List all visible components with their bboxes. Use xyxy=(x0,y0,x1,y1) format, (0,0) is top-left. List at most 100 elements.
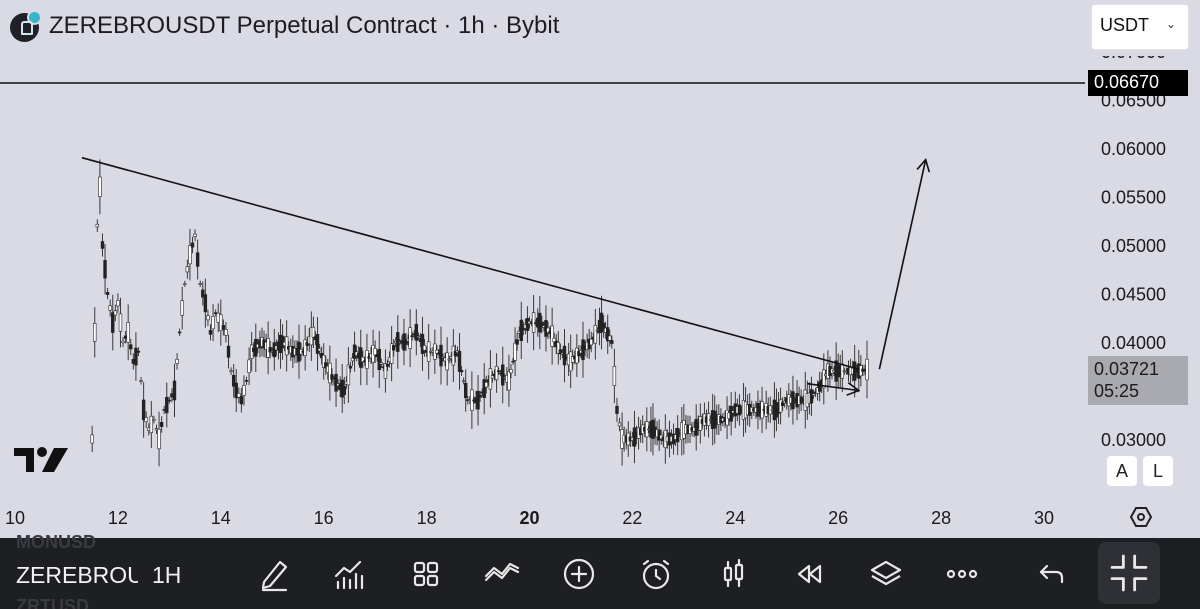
candle-body xyxy=(865,358,869,381)
candle-body xyxy=(606,327,610,342)
price-axis-label: 0.04000 xyxy=(1101,333,1166,353)
candle-body xyxy=(593,324,598,344)
candle-body xyxy=(496,370,501,373)
candle-body xyxy=(540,321,544,328)
candle-body xyxy=(420,333,425,354)
chart-settings-icon-center xyxy=(1137,513,1145,521)
candle-body xyxy=(589,338,593,346)
candle-body xyxy=(185,266,190,273)
candle-body xyxy=(558,349,563,355)
candle-body xyxy=(377,348,381,371)
candle-body xyxy=(239,396,244,405)
candle-body xyxy=(242,385,246,396)
time-axis-label: 18 xyxy=(417,508,437,528)
candle-body xyxy=(303,339,307,357)
candle-body xyxy=(177,331,182,334)
auto-scale-button[interactable]: A xyxy=(1107,456,1137,486)
candle-body xyxy=(383,363,388,379)
symbol-switcher[interactable]: ZEREBROUSDT xyxy=(16,562,138,588)
candle-body xyxy=(346,364,351,386)
candle-body xyxy=(311,326,316,338)
candle-body xyxy=(361,356,365,363)
candle-body xyxy=(608,335,612,341)
candle-body xyxy=(183,283,187,286)
candle-body xyxy=(203,294,208,313)
layers-icon[interactable] xyxy=(864,552,908,596)
candle-body xyxy=(478,394,482,398)
candle-body xyxy=(599,312,604,333)
candle-body xyxy=(113,310,118,316)
trendline-drawing xyxy=(81,156,859,370)
candle-body xyxy=(105,292,110,295)
candle-body xyxy=(144,417,148,423)
symbol-logo-icon xyxy=(10,10,42,42)
candle-body xyxy=(167,399,172,402)
candle-body xyxy=(188,245,192,265)
candle-body xyxy=(577,351,581,357)
price-axis-label: 0.03000 xyxy=(1101,430,1166,450)
layouts-icon[interactable] xyxy=(404,552,448,596)
candle-body xyxy=(111,312,115,333)
candle-body xyxy=(234,382,238,399)
chart-area[interactable]: 0.070000.065000.060000.055000.050000.045… xyxy=(0,56,1200,530)
time-axis-label: 14 xyxy=(211,508,231,528)
chart-title: ZEREBROUSDT Perpetual Contract · 1h · By… xyxy=(49,12,560,39)
candle-body xyxy=(208,329,213,335)
candle-body xyxy=(610,340,614,344)
time-axis-label: 24 xyxy=(725,508,745,528)
candle-body xyxy=(129,344,133,350)
candle-body xyxy=(507,371,511,391)
time-axis-label: 22 xyxy=(622,508,642,528)
candle-body xyxy=(809,389,814,404)
candle-body xyxy=(546,327,550,333)
log-scale-button[interactable]: L xyxy=(1143,456,1173,486)
candle-body xyxy=(126,321,130,343)
candle-body xyxy=(373,348,377,356)
price-chart[interactable]: 0.070000.065000.060000.055000.050000.045… xyxy=(0,56,1200,530)
candle-body xyxy=(95,223,100,228)
candle-body xyxy=(330,374,334,380)
price-axis-label: 0.05000 xyxy=(1101,236,1166,256)
more-icon[interactable] xyxy=(940,552,984,596)
candle-body xyxy=(464,382,468,399)
replay-icon[interactable] xyxy=(787,552,831,596)
candle-body xyxy=(822,369,826,389)
currency-select[interactable]: USDT ⌄ xyxy=(1092,5,1188,49)
indicators-icon[interactable] xyxy=(326,552,370,596)
candle-body xyxy=(365,350,369,369)
time-axis-label: 20 xyxy=(519,508,539,528)
candle-body xyxy=(556,341,561,354)
candle-body xyxy=(157,428,161,450)
add-icon[interactable] xyxy=(557,552,601,596)
undo-icon[interactable] xyxy=(1030,552,1074,596)
candles-icon[interactable] xyxy=(711,552,755,596)
chevron-down-icon: ⌄ xyxy=(1165,17,1176,31)
bottom-toolbar: MONUSD ZRTUSD ZEREBROUSDT 1H xyxy=(0,532,1200,609)
candle-body xyxy=(268,347,272,353)
patterns-icon[interactable] xyxy=(480,552,524,596)
candle-body xyxy=(729,405,733,422)
candle-body xyxy=(519,319,523,341)
candle-body xyxy=(459,370,464,373)
fullscreen-exit-icon[interactable] xyxy=(1098,542,1160,604)
candle-body xyxy=(379,362,384,365)
candle-body xyxy=(211,316,215,330)
arrow-drawing xyxy=(878,159,927,370)
candle-body xyxy=(180,300,184,316)
last-price: 0.03721 xyxy=(1094,359,1160,379)
candle-body xyxy=(284,336,289,356)
candle-body xyxy=(315,334,320,354)
interval-switcher[interactable]: 1H xyxy=(152,562,182,588)
chart-header: ZEREBROUSDT Perpetual Contract · 1h · By… xyxy=(0,0,1200,56)
candle-body xyxy=(141,399,146,421)
currency-value: USDT xyxy=(1100,15,1149,35)
pencil-icon[interactable] xyxy=(252,552,296,596)
candle-body xyxy=(562,345,567,366)
tradingview-logo-icon xyxy=(14,447,68,472)
candle-body xyxy=(461,380,466,382)
candle-body xyxy=(152,418,156,421)
candle-body xyxy=(515,339,519,345)
candle-body xyxy=(414,323,419,341)
candle-body xyxy=(811,393,816,396)
alert-clock-icon[interactable] xyxy=(634,552,678,596)
